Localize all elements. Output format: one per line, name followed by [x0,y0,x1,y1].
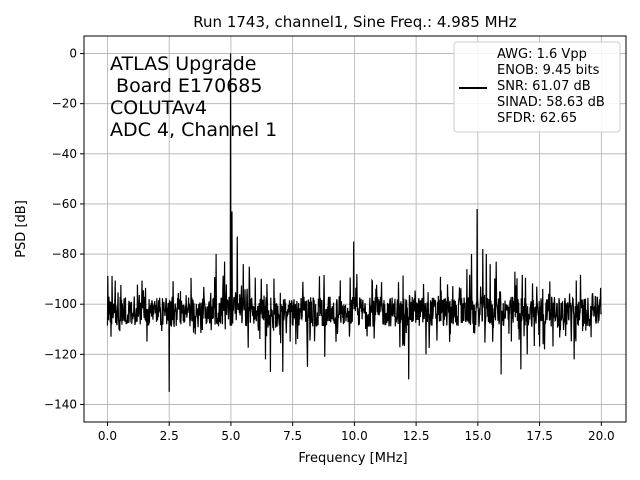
plot-frame [83,35,627,423]
x-tick-label: 15.0 [464,429,491,443]
y-tick-label: 0 [69,47,77,61]
legend-box [453,41,621,133]
x-tick-label: 12.5 [403,429,430,443]
x-tick-label: 2.5 [160,429,179,443]
x-tick-label: 20.0 [588,429,615,443]
psd-series [106,53,602,392]
legend-entry: SFDR: 62.65 [497,111,577,126]
y-tick-label: −60 [52,197,77,211]
x-tick-label: 5.0 [221,429,240,443]
y-tick-label: −80 [52,247,77,261]
x-tick-label: 10.0 [341,429,368,443]
psd-line [106,53,602,392]
y-tick-label: −140 [44,397,77,411]
y-tick-label: −120 [44,347,77,361]
annotation-line: ATLAS Upgrade [110,53,256,75]
legend-entry: ENOB: 9.45 bits [497,63,600,78]
x-tick-label: 0.0 [98,429,117,443]
legend-entry: SINAD: 58.63 dB [497,95,605,110]
x-tick-label: 7.5 [283,429,302,443]
x-axis-ticks: 0.0 2.5 5.0 7.5 10.0 12.5 15.0 17.5 20.0 [98,422,615,443]
y-axis-label: PSD [dB] [14,200,29,258]
chart-title: Run 1743, channel1, Sine Freq.: 4.985 MH… [193,13,517,31]
y-axis-ticks: 0 −20 −40 −60 −80 −100 −120 −140 [44,47,84,411]
annotation-line: Board E170685 [110,75,262,97]
y-tick-label: −40 [52,147,77,161]
x-tick-label: 17.5 [526,429,553,443]
board-annotation: ATLAS Upgrade Board E170685 COLUTAv4 ADC… [110,53,277,141]
y-tick-label: −20 [52,97,77,111]
legend-entry: AWG: 1.6 Vpp [497,47,587,62]
legend-entry: SNR: 61.07 dB [497,79,591,94]
y-tick-label: −100 [44,297,77,311]
annotation-line: COLUTAv4 [110,97,207,119]
annotation-line: ADC 4, Channel 1 [110,119,277,141]
legend: AWG: 1.6 Vpp ENOB: 9.45 bits SNR: 61.07 … [453,41,621,133]
x-axis-label: Frequency [MHz] [298,451,407,466]
